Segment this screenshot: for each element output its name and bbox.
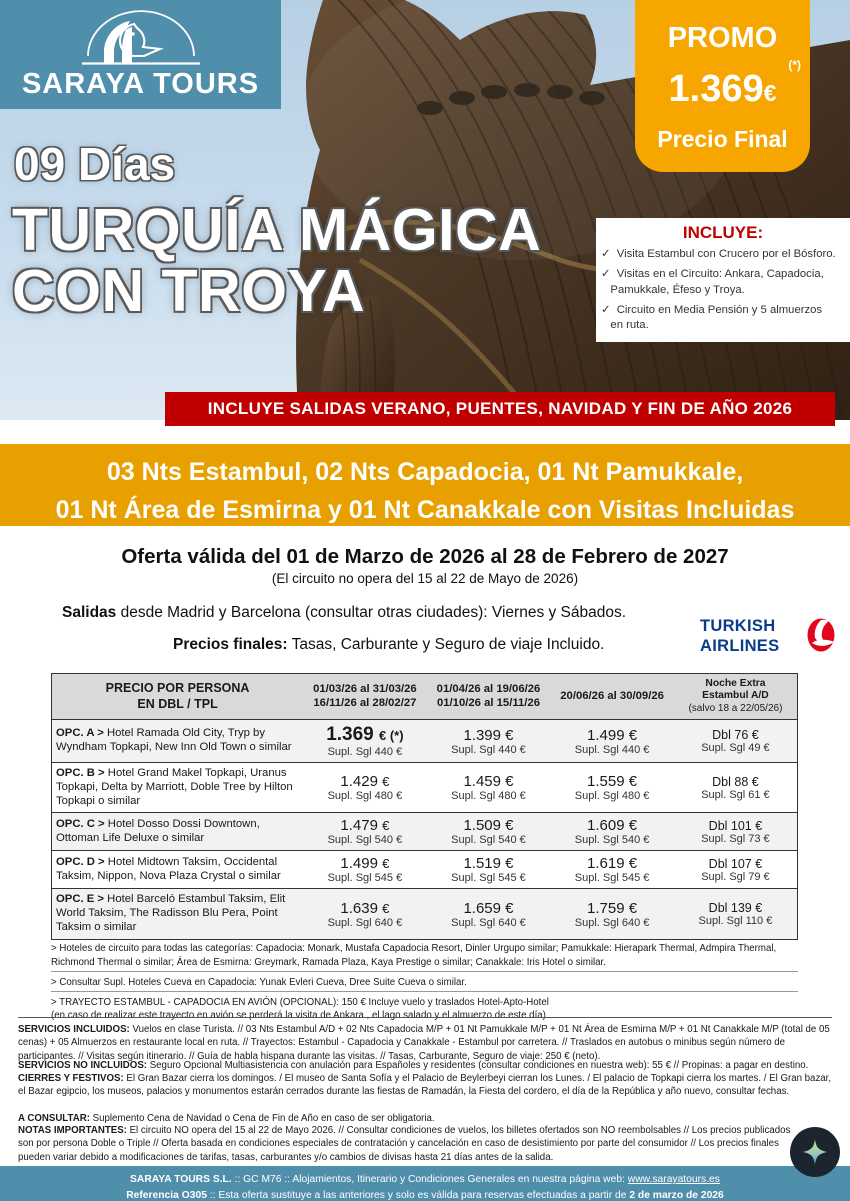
svg-text:TURKISH: TURKISH [700,617,775,635]
svg-text:AIRLINES: AIRLINES [700,637,779,655]
